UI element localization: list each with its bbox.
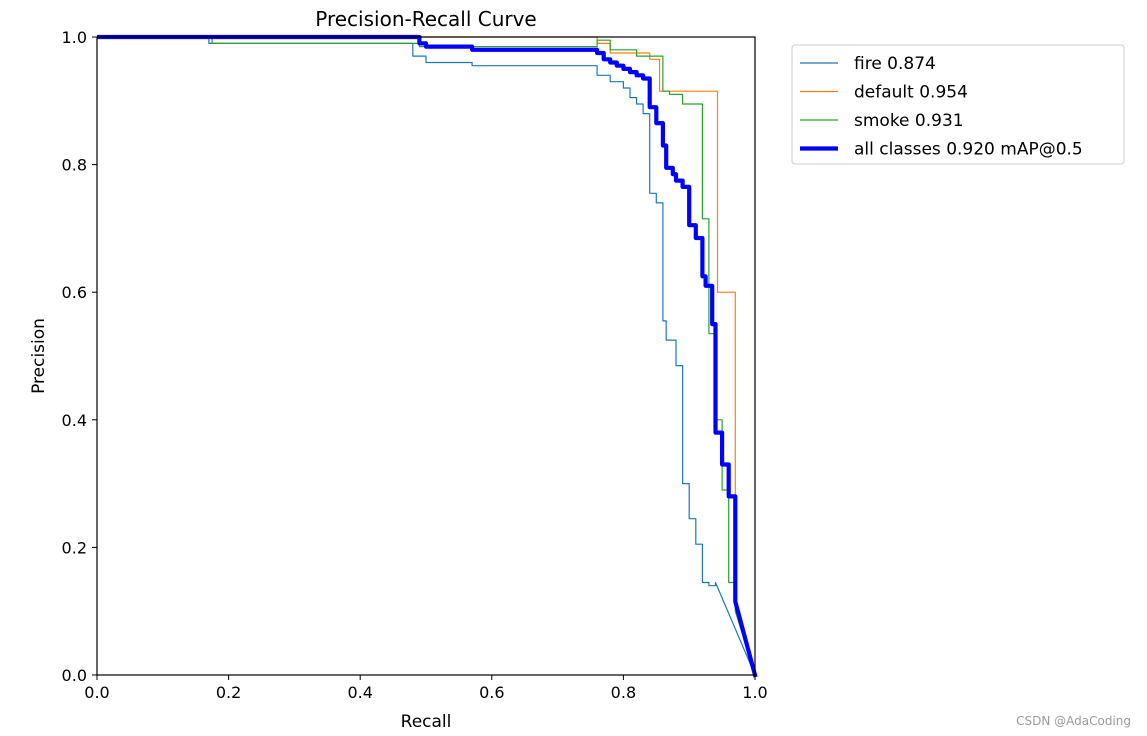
watermark-text: CSDN @AdaCoding xyxy=(1016,714,1131,728)
series-line-3 xyxy=(97,34,758,678)
y-tick-label: 1.0 xyxy=(62,28,87,47)
legend-box xyxy=(791,44,1125,165)
plot-frame xyxy=(96,36,756,676)
y-tick-label: 0.6 xyxy=(62,283,87,302)
x-axis-label: Recall xyxy=(401,712,452,732)
y-axis-label: Precision xyxy=(29,318,49,394)
axes: 0.0 0.2 0.4 0.6 0.8 1.0 0.0 0.2 0.4 0.6 0.8 1.0 xyxy=(62,28,768,702)
y-tick-label: 0.0 xyxy=(62,666,87,685)
legend: fire 0.874 default 0.954 smoke 0.931 all cl… xyxy=(791,44,1125,165)
legend-label: fire 0.874 xyxy=(854,54,936,74)
x-tick-label: 0.6 xyxy=(479,683,504,702)
x-tick-label: 0.4 xyxy=(347,683,372,702)
x-tick-label: 0.8 xyxy=(611,683,636,702)
y-tick-label: 0.4 xyxy=(62,411,87,430)
series-line-1 xyxy=(97,36,756,676)
x-tick-label: 0.0 xyxy=(84,683,109,702)
series-line-0 xyxy=(97,36,756,676)
x-tick-label: 1.0 xyxy=(742,683,767,702)
legend-label: all classes 0.920 mAP@0.5 xyxy=(854,140,1083,160)
legend-label: smoke 0.931 xyxy=(854,111,964,131)
y-tick-label: 0.2 xyxy=(62,538,87,557)
y-tick-label: 0.8 xyxy=(62,156,87,175)
chart-title: Precision-Recall Curve xyxy=(315,7,536,31)
plot-area xyxy=(97,34,758,678)
series-line-2 xyxy=(97,36,756,676)
legend-label: default 0.954 xyxy=(854,83,968,103)
x-tick-label: 0.2 xyxy=(216,683,241,702)
